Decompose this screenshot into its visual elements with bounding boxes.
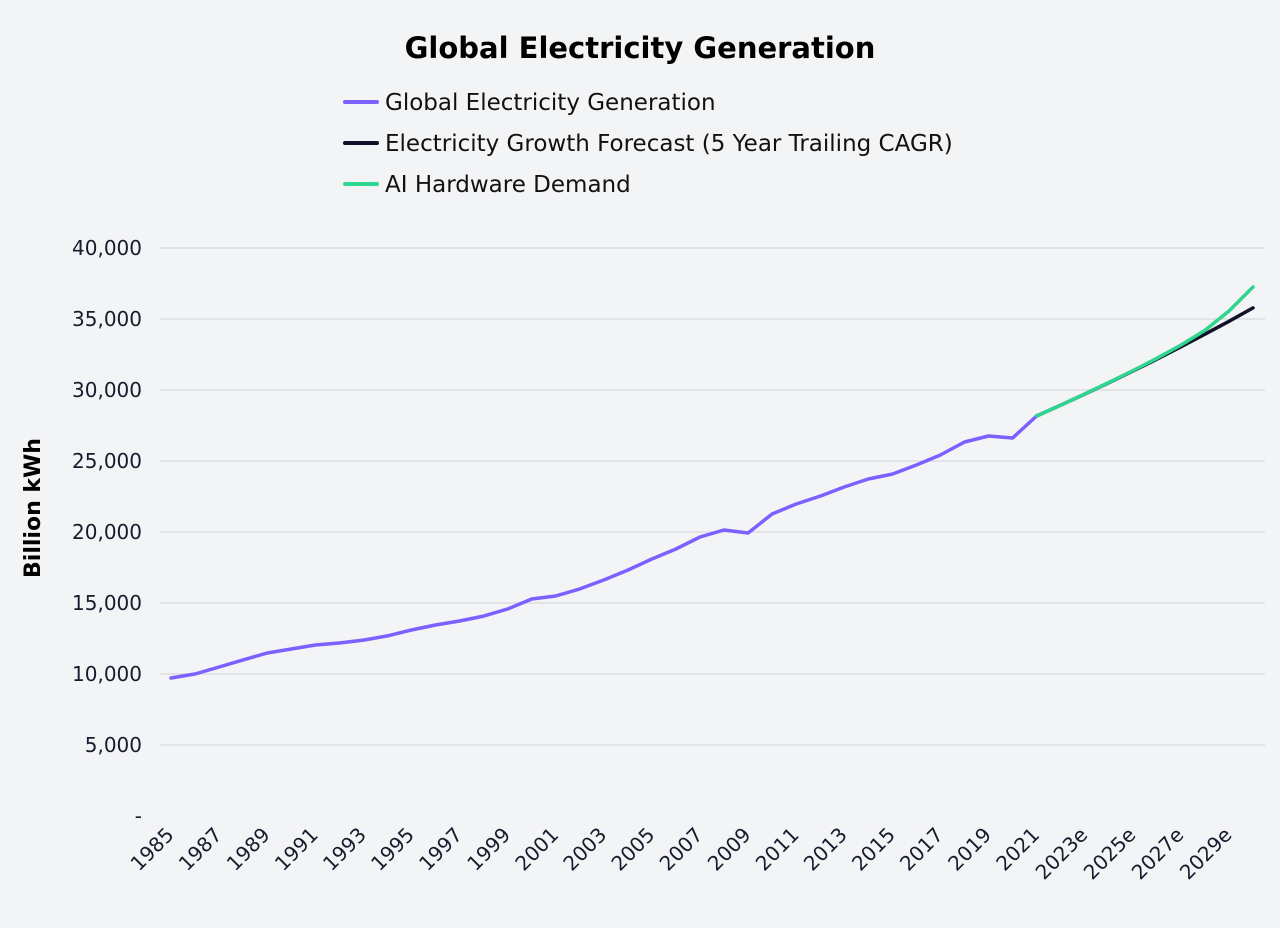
x-tick-label: 2015 (847, 823, 900, 876)
x-tick-label: 2023e (1031, 823, 1093, 885)
y-tick-label: 30,000 (72, 378, 142, 402)
x-axis-ticks: 1985198719891991199319951997199920012003… (126, 823, 1237, 885)
x-tick-label: 2029e (1175, 823, 1237, 885)
x-tick-label: 2009 (703, 823, 756, 876)
x-tick-label: 1993 (318, 823, 371, 876)
x-tick-label: 2001 (510, 823, 563, 876)
series-line-0 (169, 414, 1039, 680)
series-lines (169, 285, 1255, 680)
x-tick-label: 2011 (751, 823, 804, 876)
x-tick-label: 1995 (366, 823, 419, 876)
x-tick-label: 1997 (414, 823, 467, 876)
x-tick-label: 2013 (799, 823, 852, 876)
y-tick-label: 35,000 (72, 307, 142, 331)
gridlines (160, 247, 1265, 746)
x-tick-label: 1991 (270, 823, 323, 876)
x-tick-label: 2025e (1079, 823, 1141, 885)
y-tick-label: 20,000 (72, 520, 142, 544)
y-tick-label: 10,000 (72, 662, 142, 686)
x-tick-label: 2005 (606, 823, 659, 876)
y-axis-ticks: - 5,000 10,000 15,000 20,000 25,000 30,000 35,0… (72, 236, 142, 828)
legend-label: Global Electricity Generation (385, 90, 716, 116)
x-tick-label: 2003 (558, 823, 611, 876)
y-tick-label: 40,000 (72, 236, 142, 260)
y-tick-label: 5,000 (85, 733, 142, 757)
y-tick-label: 25,000 (72, 449, 142, 473)
x-tick-label: 2019 (943, 823, 996, 876)
y-tick-label: 15,000 (72, 591, 142, 615)
x-tick-label: 1999 (462, 823, 515, 876)
x-tick-label: 1989 (222, 823, 275, 876)
series-line-2 (1034, 285, 1255, 418)
legend: Global Electricity Generation Electricity… (343, 90, 953, 198)
y-tick-label: - (135, 804, 142, 828)
x-tick-label: 1987 (174, 823, 227, 876)
x-tick-label: 2017 (895, 823, 948, 876)
x-tick-label: 2027e (1127, 823, 1189, 885)
x-tick-label: 2007 (655, 823, 708, 876)
legend-label: Electricity Growth Forecast (5 Year Trai… (385, 131, 953, 157)
x-tick-label: 1985 (126, 823, 179, 876)
y-axis-label: Billion kWh (21, 438, 46, 578)
legend-label: AI Hardware Demand (385, 172, 631, 198)
chart-title: Global Electricity Generation (405, 31, 876, 65)
